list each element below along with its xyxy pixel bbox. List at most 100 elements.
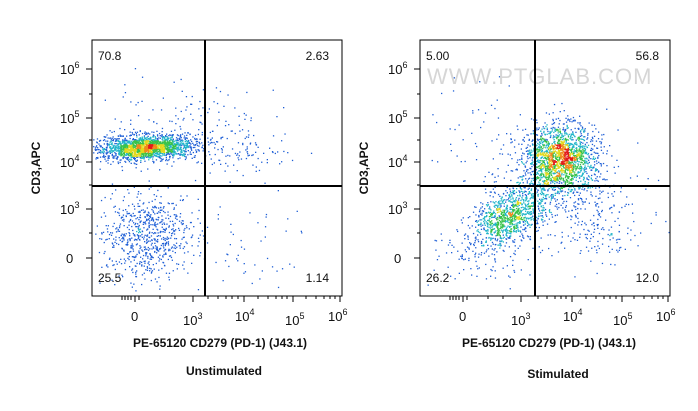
event-dot bbox=[133, 256, 135, 259]
event-dot bbox=[164, 229, 166, 232]
event-dot bbox=[145, 252, 147, 254]
event-dot bbox=[140, 151, 142, 154]
event-dot bbox=[524, 223, 526, 225]
event-dot bbox=[155, 149, 158, 151]
event-dot bbox=[155, 195, 158, 197]
event-dot bbox=[596, 203, 599, 205]
event-dot bbox=[139, 130, 141, 133]
event-dot bbox=[477, 241, 480, 243]
event-dot bbox=[149, 145, 151, 147]
event-dot bbox=[570, 178, 572, 181]
event-dot bbox=[566, 181, 569, 183]
event-dot bbox=[185, 96, 188, 98]
event-dot bbox=[122, 146, 124, 148]
event-dot bbox=[524, 166, 527, 168]
event-dot bbox=[139, 199, 141, 202]
event-dot bbox=[538, 138, 540, 141]
event-dot bbox=[606, 153, 608, 155]
event-dot bbox=[538, 202, 540, 205]
event-dot bbox=[126, 226, 129, 229]
event-dot bbox=[124, 151, 127, 153]
event-dot bbox=[110, 149, 112, 151]
event-dot bbox=[520, 226, 522, 228]
event-dot bbox=[167, 211, 169, 213]
event-dot bbox=[111, 131, 113, 133]
event-dot bbox=[145, 253, 147, 255]
event-dot bbox=[129, 151, 131, 153]
event-dot bbox=[301, 232, 303, 234]
event-dot bbox=[167, 153, 169, 155]
event-dot bbox=[160, 206, 162, 209]
event-dot bbox=[561, 231, 563, 234]
event-dot bbox=[170, 237, 172, 239]
event-dot bbox=[485, 221, 487, 223]
event-dot bbox=[124, 235, 126, 237]
event-dot bbox=[536, 134, 538, 136]
event-dot bbox=[139, 150, 141, 152]
event-dot bbox=[520, 199, 522, 202]
event-dot bbox=[582, 145, 584, 147]
event-dot bbox=[545, 142, 548, 144]
event-dot bbox=[124, 260, 127, 262]
event-dot bbox=[154, 245, 157, 247]
event-dot bbox=[535, 226, 537, 229]
event-dot bbox=[123, 144, 125, 146]
event-dot bbox=[542, 176, 544, 178]
event-dot bbox=[165, 141, 167, 144]
event-dot bbox=[557, 135, 559, 137]
event-dot bbox=[114, 284, 116, 286]
event-dot bbox=[538, 181, 540, 183]
event-dot bbox=[156, 144, 158, 147]
event-dot bbox=[536, 221, 538, 223]
event-dot bbox=[553, 186, 555, 188]
event-dot bbox=[114, 147, 116, 149]
event-dot bbox=[163, 152, 166, 155]
event-dot bbox=[124, 150, 126, 153]
event-dot bbox=[136, 136, 138, 138]
event-dot bbox=[548, 142, 551, 144]
event-dot bbox=[138, 238, 141, 241]
event-dot bbox=[488, 237, 490, 239]
event-dot bbox=[525, 196, 528, 199]
event-dot bbox=[139, 152, 141, 154]
event-dot bbox=[150, 279, 152, 282]
event-dot bbox=[115, 150, 117, 152]
event-dot bbox=[194, 134, 197, 136]
event-dot bbox=[136, 139, 138, 142]
event-dot bbox=[500, 197, 502, 200]
event-dot bbox=[596, 252, 598, 254]
event-dot bbox=[161, 134, 163, 136]
event-dot bbox=[132, 147, 135, 149]
event-dot bbox=[554, 142, 556, 145]
event-dot bbox=[137, 223, 139, 225]
event-dot bbox=[526, 156, 529, 158]
event-dot bbox=[586, 138, 588, 140]
event-dot bbox=[154, 144, 156, 146]
event-dot bbox=[476, 221, 478, 223]
event-dot bbox=[135, 273, 137, 275]
event-dot bbox=[150, 214, 152, 216]
event-dot bbox=[274, 152, 276, 155]
event-dot bbox=[589, 187, 591, 189]
event-dot bbox=[156, 143, 159, 145]
event-dot bbox=[146, 140, 148, 142]
event-dot bbox=[484, 176, 486, 178]
event-dot bbox=[130, 159, 132, 161]
event-dot bbox=[640, 232, 642, 234]
event-dot bbox=[572, 146, 574, 148]
event-dot bbox=[613, 205, 615, 207]
event-dot bbox=[564, 181, 567, 183]
event-dot bbox=[539, 202, 542, 204]
event-dot bbox=[109, 152, 111, 154]
event-dot bbox=[591, 143, 594, 146]
event-dot bbox=[520, 207, 522, 209]
event-dot bbox=[183, 143, 185, 145]
event-dot bbox=[208, 151, 210, 153]
event-dot bbox=[162, 231, 164, 233]
event-dot bbox=[163, 250, 165, 252]
event-dot bbox=[538, 208, 540, 210]
event-dot bbox=[129, 143, 131, 145]
event-dot bbox=[123, 152, 126, 155]
event-dot bbox=[521, 213, 523, 215]
event-dot bbox=[501, 201, 504, 203]
